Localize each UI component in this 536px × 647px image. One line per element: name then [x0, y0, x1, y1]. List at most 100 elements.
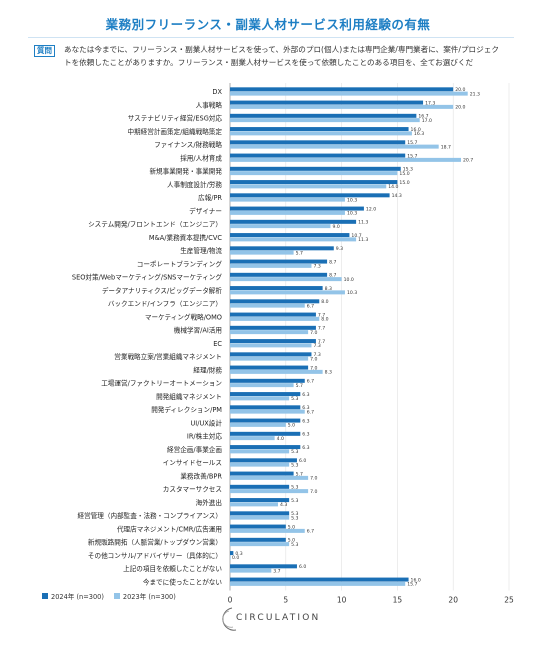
bar-value-label: 5.0: [288, 538, 295, 544]
category-label: 今までに使ったことがない: [143, 577, 223, 586]
bar-value-label: 7.0: [310, 489, 317, 495]
bar-value-label: 5.7: [296, 250, 303, 256]
category-label: 経理/財務: [193, 365, 222, 374]
bar: [230, 91, 468, 96]
bar-value-label: 7.0: [310, 365, 317, 371]
bar-value-label: 16.0: [411, 577, 421, 583]
bar: [230, 405, 301, 410]
bar: [230, 436, 275, 441]
bar-value-label: 17.3: [425, 100, 435, 106]
bar-value-label: 7.3: [313, 264, 320, 270]
bar: [230, 286, 323, 291]
bar-value-label: 10.3: [347, 197, 357, 203]
legend-item-2024: 2024年 (n=300): [42, 591, 104, 601]
bar-value-label: 4.0: [277, 436, 284, 442]
bar-value-label: 8.7: [329, 259, 336, 265]
bar: [230, 171, 398, 176]
bar-value-label: 7.7: [318, 326, 325, 332]
category-label: データアナリティクス/ビッグデータ解析: [102, 286, 223, 295]
category-label: M&A/業務資本提携/CVC: [149, 233, 222, 242]
bar-value-label: 6.3: [302, 445, 309, 451]
bar-value-label: 15.7: [407, 582, 417, 588]
bar: [230, 272, 328, 277]
legend: 2024年 (n=300) 2023年 (n=300): [42, 591, 176, 601]
bar-value-label: 12.0: [366, 206, 376, 212]
category-label: 広報/PR: [198, 193, 222, 202]
category-label: 営業戦略立案/営業組織マネジメント: [114, 352, 222, 361]
category-label: インサイドセールス: [163, 459, 222, 467]
bar-value-label: 11.3: [358, 220, 368, 226]
bar: [230, 449, 290, 454]
bar: [230, 409, 305, 414]
bar-value-label: 5.3: [291, 498, 298, 504]
bar-value-label: 7.3: [313, 352, 320, 358]
legend-swatch-2023: [113, 593, 120, 599]
category-label: 業務改善/BPR: [180, 471, 222, 480]
bar-value-label: 7.3: [313, 343, 320, 349]
question-tag: 質問: [34, 45, 55, 57]
bar-value-label: 16.3: [414, 131, 424, 137]
category-label: デザイナー: [189, 206, 222, 215]
bar: [230, 339, 316, 344]
bar-value-label: 20.0: [455, 105, 465, 111]
bar: [230, 263, 312, 268]
bar-value-label: 7.7: [318, 312, 325, 318]
category-label: EC: [213, 340, 222, 348]
bar: [230, 475, 309, 480]
bar: [230, 312, 316, 317]
category-label: 開発ディレクション/PM: [151, 405, 222, 414]
bar-value-label: 16.7: [418, 114, 428, 120]
bar-value-label: 8.3: [325, 286, 332, 292]
bar: [230, 356, 309, 361]
bar: [230, 458, 297, 463]
bar-value-label: 10.7: [351, 233, 361, 239]
bar: [230, 537, 286, 542]
bar: [230, 250, 294, 255]
bar-value-label: 5.3: [291, 462, 298, 468]
bar: [230, 184, 387, 189]
bar: [230, 193, 390, 198]
bar-value-label: 6.0: [299, 458, 306, 464]
bar-value-label: 6.0: [299, 564, 306, 570]
bar-value-label: 16.0: [411, 127, 421, 133]
category-label: 中期経営計画策定/組織戦略策定: [127, 127, 222, 136]
bar-value-label: 7.0: [310, 476, 317, 482]
bar-value-label: 6.7: [307, 379, 314, 385]
bar: [230, 396, 290, 401]
category-label: マーケティング戦略/OMO: [145, 312, 222, 321]
category-label: バックエンド/インフラ（エンジニア）: [108, 300, 222, 308]
bar: [230, 100, 424, 105]
bar: [230, 462, 290, 467]
bar: [230, 113, 417, 118]
bar: [230, 568, 272, 573]
bar: [230, 343, 312, 348]
category-label: 経営企画/事業企画: [167, 445, 222, 454]
brand-name: CIRCULATION: [236, 613, 321, 623]
bar-value-label: 5.3: [291, 449, 298, 455]
category-label: 上記の項目を依頼したことがない: [123, 564, 222, 573]
bar: [230, 104, 454, 109]
bar-value-label: 5.7: [296, 383, 303, 389]
category-label: 新規販路開拓（人脈営業/トップダウン営業）: [88, 538, 222, 547]
bar-value-label: 8.7: [329, 273, 336, 279]
bar-value-label: 7.0: [310, 356, 317, 362]
category-label: 人事制度設計/労務: [167, 180, 222, 189]
category-label: 生産管理/物流: [180, 246, 222, 255]
bar-value-label: 15.7: [407, 153, 417, 159]
bar: [230, 471, 294, 476]
bar: [230, 555, 231, 560]
legend-swatch-2024: [42, 593, 48, 599]
legend-label-2024: 2024年 (n=300): [51, 593, 104, 601]
bar-value-label: 5.7: [296, 471, 303, 477]
bar-value-label: 17.0: [422, 118, 432, 124]
bar: [230, 422, 286, 427]
bar: [230, 581, 406, 586]
bar: [230, 383, 294, 388]
bar-value-label: 11.3: [358, 237, 368, 243]
x-tick-label: 20: [448, 596, 458, 605]
bar: [230, 153, 406, 158]
bar-value-label: 7.0: [310, 330, 317, 336]
bar-value-label: 21.3: [470, 91, 480, 97]
bar-value-label: 5.3: [291, 485, 298, 491]
